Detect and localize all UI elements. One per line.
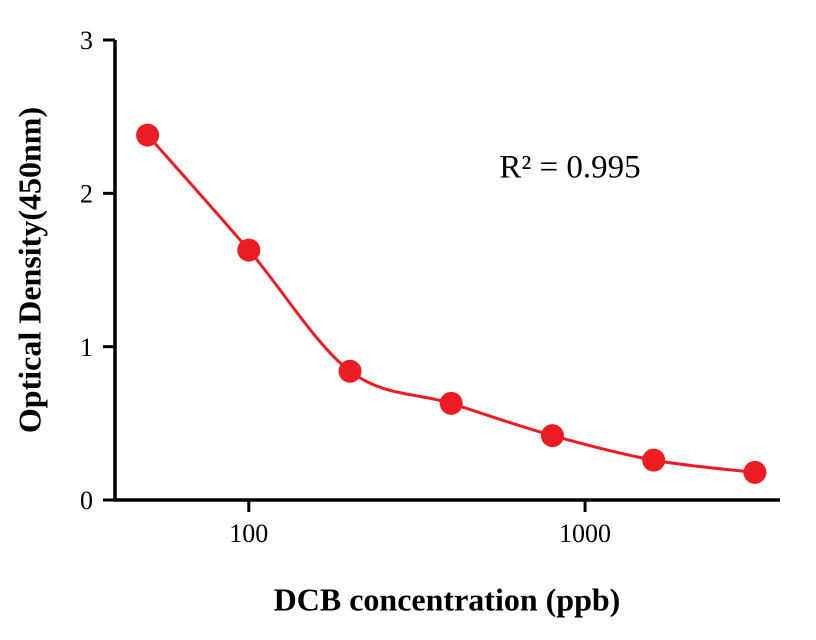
data-point bbox=[338, 359, 362, 383]
r-squared-annotation: R² = 0.995 bbox=[499, 149, 641, 186]
y-tick-label: 3 bbox=[80, 26, 93, 55]
x-tick-label: 100 bbox=[229, 519, 268, 548]
data-point bbox=[743, 460, 767, 484]
data-point bbox=[642, 448, 666, 472]
y-axis-title: Optical Density(450nm) bbox=[11, 106, 48, 434]
data-point bbox=[439, 391, 463, 415]
data-point bbox=[237, 238, 261, 262]
data-point bbox=[136, 123, 160, 147]
x-tick-label: 1000 bbox=[559, 519, 611, 548]
y-tick-label: 1 bbox=[80, 333, 93, 362]
y-tick-label: 0 bbox=[80, 486, 93, 515]
x-axis-title: DCB concentration (ppb) bbox=[273, 581, 621, 618]
axis-spines bbox=[113, 40, 780, 502]
data-point bbox=[540, 424, 564, 448]
y-tick-label: 2 bbox=[80, 179, 93, 208]
fit-curve bbox=[146, 133, 757, 474]
